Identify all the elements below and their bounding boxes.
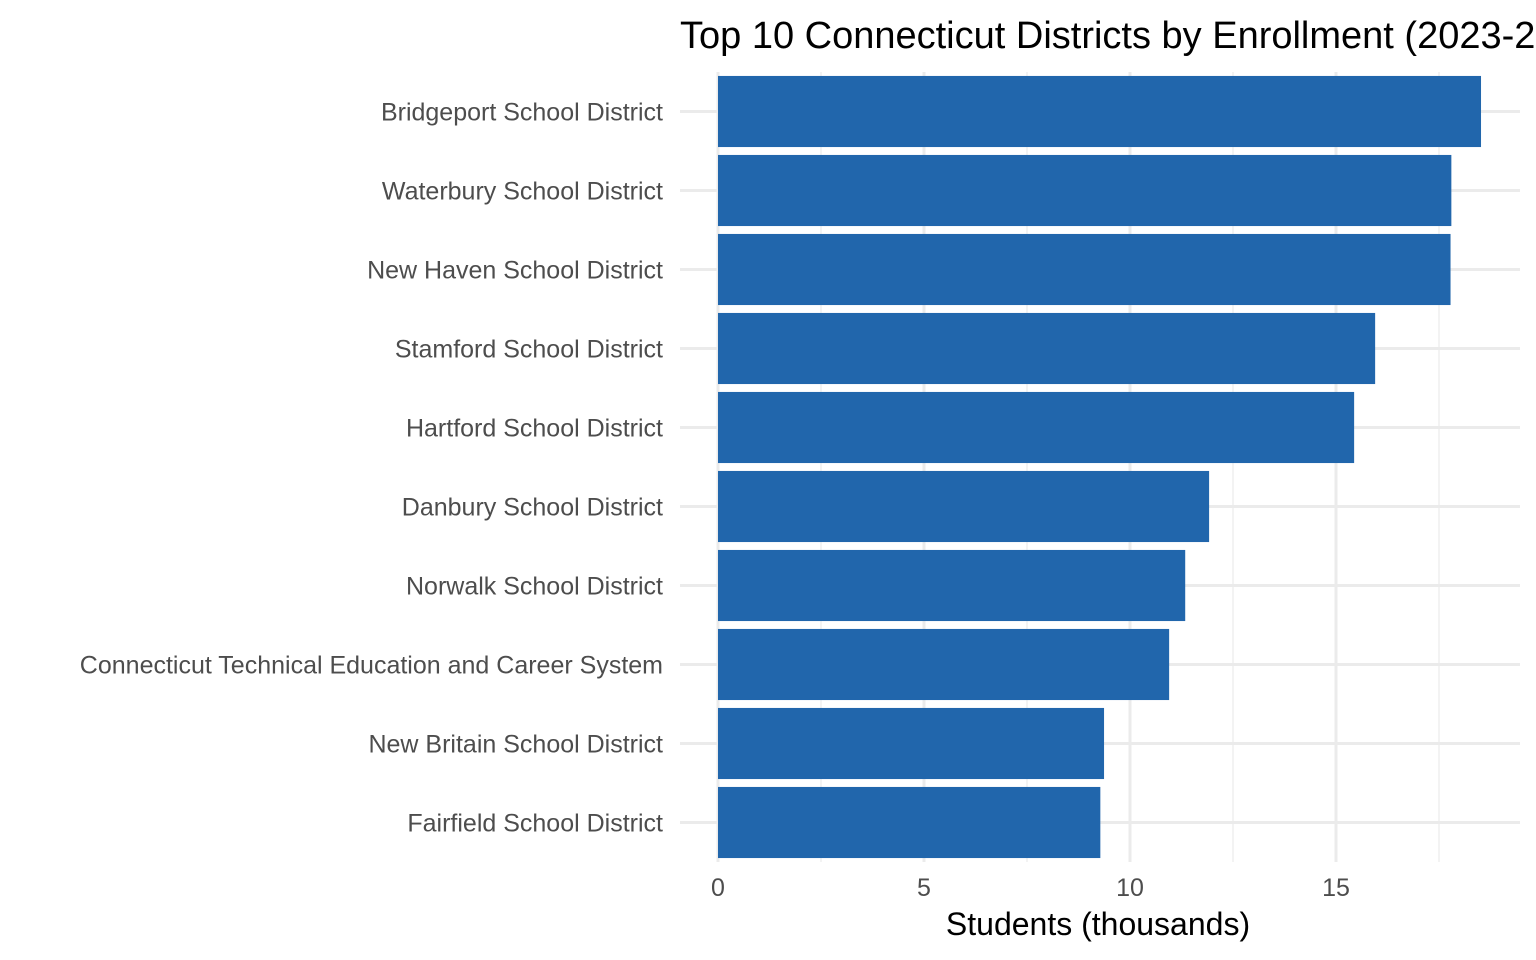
x-tick-label: 15 bbox=[1322, 874, 1350, 902]
bar bbox=[718, 233, 1451, 306]
bar bbox=[718, 154, 1452, 227]
y-tick-label: New Britain School District bbox=[368, 731, 663, 759]
y-axis-tick-labels: Bridgeport School District Waterbury Scho… bbox=[80, 99, 663, 838]
bar bbox=[718, 391, 1355, 464]
y-tick-label: Danbury School District bbox=[402, 494, 663, 522]
y-tick-label: Bridgeport School District bbox=[381, 99, 663, 127]
x-axis-tick-labels: 0 5 10 15 bbox=[711, 874, 1350, 902]
x-axis-label: Students (thousands) bbox=[946, 906, 1250, 942]
bar bbox=[718, 312, 1376, 385]
y-tick-label: Fairfield School District bbox=[407, 810, 663, 838]
x-tick-label: 10 bbox=[1116, 874, 1144, 902]
x-tick-label: 5 bbox=[917, 874, 931, 902]
bar bbox=[718, 470, 1210, 543]
bars bbox=[718, 75, 1482, 859]
y-tick-label: New Haven School District bbox=[367, 257, 663, 285]
y-tick-label: Hartford School District bbox=[406, 415, 663, 443]
y-tick-label: Waterbury School District bbox=[382, 178, 663, 206]
bar bbox=[718, 628, 1170, 701]
y-tick-label: Connecticut Technical Education and Care… bbox=[80, 652, 663, 680]
bar bbox=[718, 75, 1482, 148]
bar bbox=[718, 786, 1101, 859]
y-tick-label: Norwalk School District bbox=[406, 573, 663, 601]
x-tick-label: 0 bbox=[711, 874, 725, 902]
y-tick-label: Stamford School District bbox=[395, 336, 663, 364]
chart-title: Top 10 Connecticut Districts by Enrollme… bbox=[680, 15, 1536, 57]
bar bbox=[718, 707, 1105, 780]
bar bbox=[718, 549, 1186, 622]
